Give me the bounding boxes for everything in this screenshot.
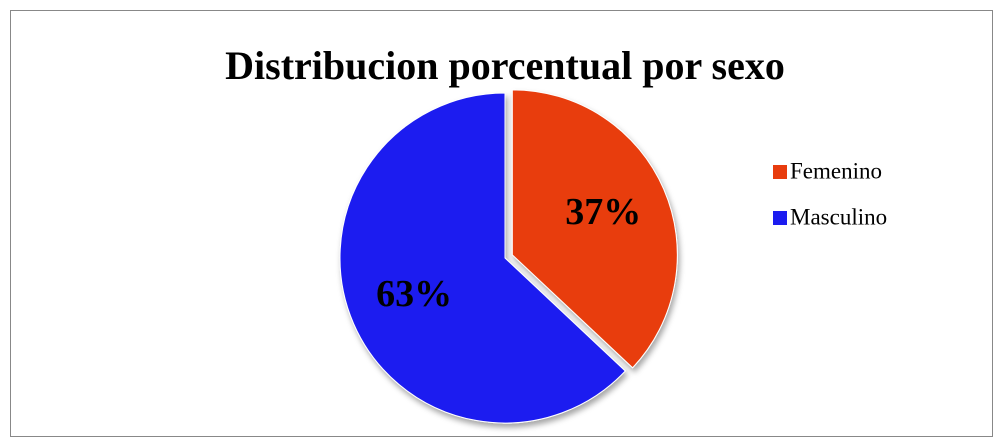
legend-label: Masculino	[790, 204, 887, 229]
data-label: 37%	[565, 191, 641, 233]
legend-swatch	[773, 211, 787, 225]
legend-swatch	[773, 165, 787, 179]
legend-label: Femenino	[790, 158, 882, 183]
data-label: 63%	[376, 273, 452, 315]
pie	[339, 89, 678, 424]
pie-slice	[511, 89, 678, 369]
chart-title: Distribucion porcentual por sexo	[225, 43, 785, 88]
pie-slice	[339, 92, 626, 424]
